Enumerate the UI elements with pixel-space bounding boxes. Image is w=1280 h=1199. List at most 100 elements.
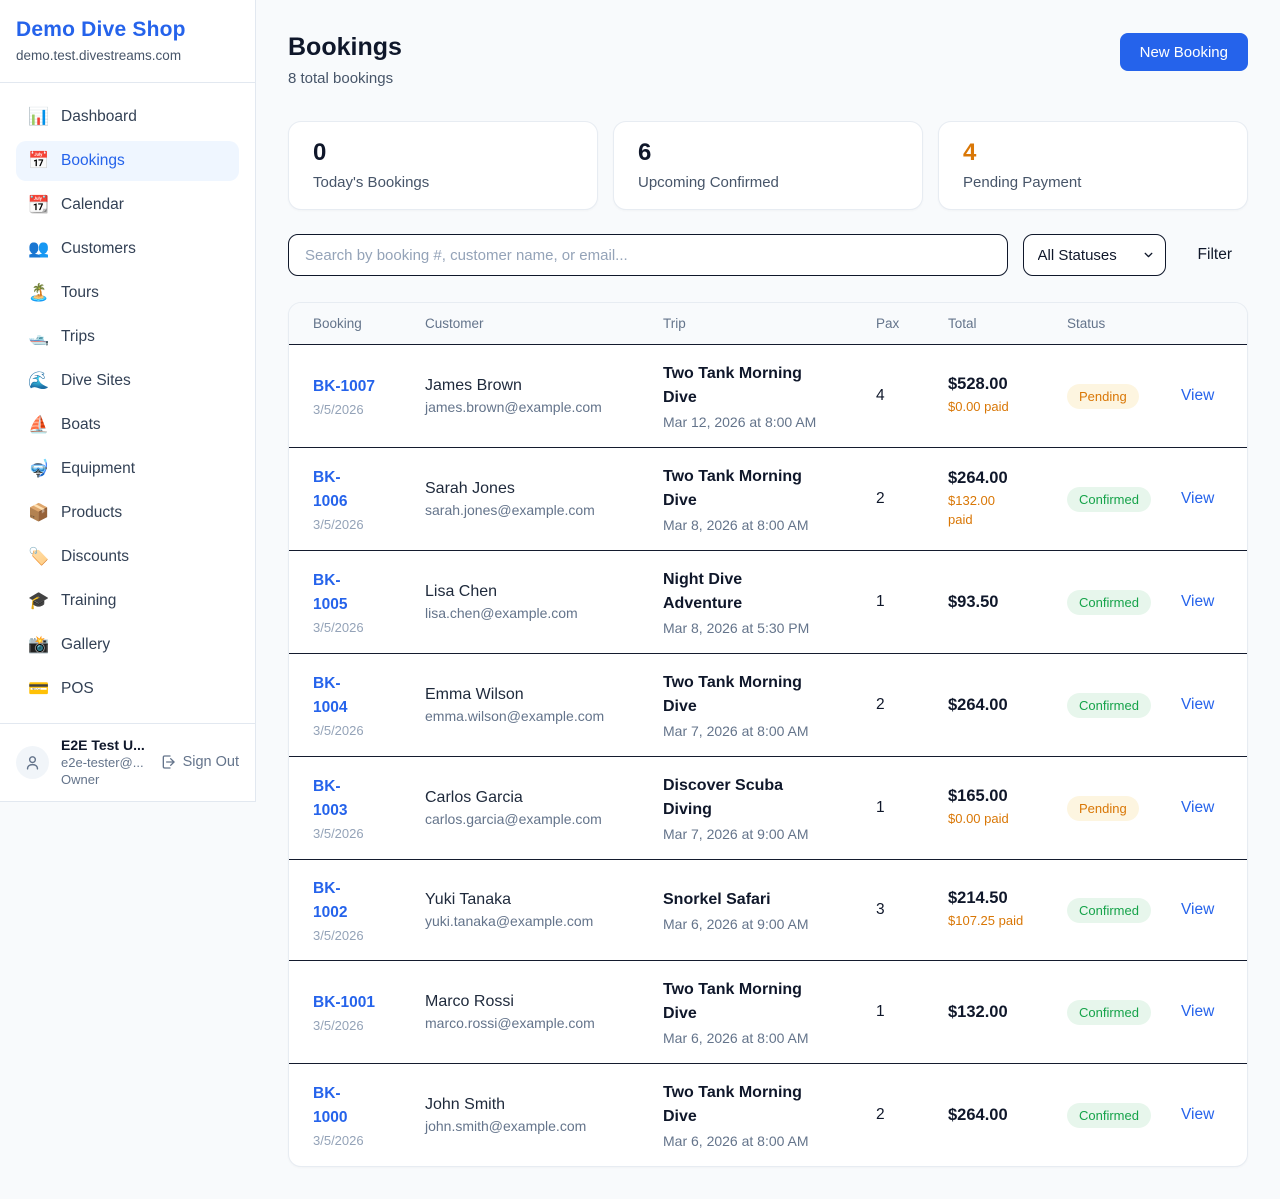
total-cell: $528.00 $0.00 paid [936,345,1055,448]
trip-cell: Two Tank Morning Dive Mar 12, 2026 at 8:… [651,345,864,448]
booking-id-link[interactable]: BK-1007 [313,377,376,395]
nav-item-label: Tours [61,284,99,301]
trip-datetime: Mar 8, 2026 at 8:00 AM [663,517,809,533]
status-cell: Confirmed [1055,653,1169,757]
sign-out-button[interactable]: Sign Out [158,754,239,770]
view-link[interactable]: View [1181,490,1215,507]
total-value: $264.00 [948,1105,1008,1124]
nav-item-icon: 📆 [28,195,50,215]
booking-cell: BK- 1005 3/5/2026 [289,550,413,654]
sidebar-item-customers[interactable]: 👥 Customers [16,229,239,269]
trip-name: Two Tank Morning Dive [663,1084,802,1126]
view-link[interactable]: View [1181,696,1215,713]
nav-item-label: Calendar [61,196,124,213]
view-link[interactable]: View [1181,1003,1215,1021]
booking-cell: BK- 1002 3/5/2026 [289,858,413,961]
sidebar-item-dashboard[interactable]: 📊 Dashboard [16,97,239,137]
sidebar-item-equipment[interactable]: 🤿 Equipment [16,449,239,489]
view-cell: View [1169,653,1247,757]
trip-datetime: Mar 6, 2026 at 9:00 AM [663,916,809,933]
pax-cell: 2 [864,447,936,551]
filter-button[interactable]: Filter [1197,246,1232,263]
view-link[interactable]: View [1181,593,1215,610]
nav-item-label: Boats [61,416,101,433]
paid-value: $132.00 paid [948,492,995,527]
pax-cell: 1 [864,960,936,1064]
trip-datetime: Mar 7, 2026 at 9:00 AM [663,826,809,842]
trip-cell: Discover Scuba Diving Mar 7, 2026 at 9:0… [651,756,864,860]
booking-cell: BK- 1003 3/5/2026 [289,756,413,860]
nav-item-label: Bookings [61,152,125,169]
trip-name: Night Dive Adventure [663,571,743,612]
booking-date: 3/5/2026 [313,1133,364,1149]
table-row: BK- 1005 3/5/2026 Lisa Chen lisa.chen@exa… [289,550,1247,654]
booking-id-link[interactable]: BK- 1000 [313,1085,348,1127]
shop-name: Demo Dive Shop [16,18,186,41]
view-link[interactable]: View [1181,799,1215,816]
stat-card: 0 Today's Bookings [288,121,598,210]
controls-row: All Statuses Filter [288,234,1248,276]
total-cell: $264.00 [936,1063,1055,1167]
customer-cell: Emma Wilson emma.wilson@example.com [413,653,651,757]
column-header-trip: Trip [651,303,864,345]
stat-label: Upcoming Confirmed [638,174,779,191]
booking-id-link[interactable]: BK- 1002 [313,880,348,922]
nav-item-icon: 📸 [28,635,50,655]
stats-row: 0 Today's Bookings 6 Upcoming Confirmed … [288,121,1248,210]
total-value: $264.00 [948,695,1008,714]
booking-date: 3/5/2026 [313,1018,364,1034]
booking-id-link[interactable]: BK- 1003 [313,777,348,819]
status-select[interactable]: All Statuses [1022,234,1166,276]
booking-id-link[interactable]: BK- 1005 [313,571,348,613]
nav-item-icon: 🌊 [28,371,50,391]
sidebar-item-gallery[interactable]: 📸 Gallery [16,625,239,665]
sidebar-item-bookings[interactable]: 📅 Bookings [16,141,239,181]
nav-item-icon: ⛵ [28,415,50,435]
view-link[interactable]: View [1181,387,1215,404]
nav-item-label: Dashboard [61,108,137,125]
nav-item-label: Dive Sites [61,372,131,389]
booking-id-link[interactable]: BK- 1004 [313,674,348,716]
booking-id-link[interactable]: BK-1001 [313,994,376,1012]
sidebar-item-products[interactable]: 📦 Products [16,493,239,533]
customer-name: John Smith [425,1096,506,1114]
customer-cell: Sarah Jones sarah.jones@example.com [413,447,651,551]
view-link[interactable]: View [1181,901,1215,919]
nav-item-icon: 💳 [28,679,50,699]
total-cell: $165.00 $0.00 paid [936,756,1055,860]
stat-card: 6 Upcoming Confirmed [613,121,923,210]
sidebar-item-tours[interactable]: 🏝️ Tours [16,273,239,313]
search-input[interactable] [288,234,1008,276]
sidebar-item-dive-sites[interactable]: 🌊 Dive Sites [16,361,239,401]
customer-email: yuki.tanaka@example.com [425,913,594,930]
total-value: $528.00 [948,375,1008,394]
trip-name: Two Tank Morning Dive [663,674,802,715]
table-header: Booking Customer Trip Pax Total Status [289,303,1247,345]
sidebar-item-pos[interactable]: 💳 POS [16,669,239,709]
new-booking-button[interactable]: New Booking [1119,33,1248,71]
sidebar-item-calendar[interactable]: 📆 Calendar [16,185,239,225]
column-header-status: Status [1055,303,1169,345]
sidebar-item-training[interactable]: 🎓 Training [16,581,239,621]
customer-name: Sarah Jones [425,480,515,497]
sidebar-item-trips[interactable]: 🛥️ Trips [16,317,239,357]
trip-name: Discover Scuba Diving [663,777,784,818]
page-title-block: Bookings 8 total bookings [288,33,402,87]
trip-datetime: Mar 7, 2026 at 8:00 AM [663,723,809,739]
customer-name: Marco Rossi [425,993,514,1011]
sidebar-item-boats[interactable]: ⛵ Boats [16,405,239,445]
status-badge: Confirmed [1067,999,1151,1025]
table-row: BK- 1006 3/5/2026 Sarah Jones sarah.jones… [289,447,1247,551]
total-cell: $132.00 [936,960,1055,1064]
view-cell: View [1169,756,1247,860]
view-cell: View [1169,345,1247,448]
view-link[interactable]: View [1181,1106,1215,1124]
column-header-customer: Customer [413,303,651,345]
booking-cell: BK- 1004 3/5/2026 [289,653,413,757]
booking-id-link[interactable]: BK- 1006 [313,468,348,510]
total-value: $264.00 [948,468,1008,487]
status-cell: Pending [1055,345,1169,448]
customer-email: emma.wilson@example.com [425,708,605,724]
trip-cell: Two Tank Morning Dive Mar 6, 2026 at 8:0… [651,960,864,1064]
sidebar-item-discounts[interactable]: 🏷️ Discounts [16,537,239,577]
